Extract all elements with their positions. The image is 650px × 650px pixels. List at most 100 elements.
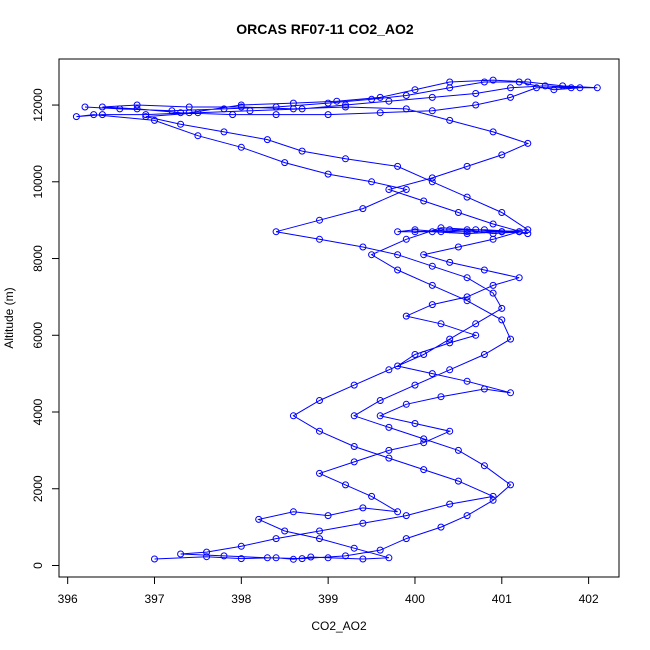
data-point bbox=[446, 226, 454, 234]
data-point bbox=[368, 251, 376, 259]
data-point bbox=[463, 293, 471, 301]
data-point bbox=[298, 105, 306, 113]
data-point bbox=[359, 504, 367, 512]
data-point bbox=[515, 274, 523, 282]
data-point bbox=[98, 103, 106, 111]
data-point bbox=[524, 78, 532, 86]
data-point bbox=[507, 335, 514, 343]
data-point bbox=[90, 111, 98, 119]
x-axis: 396 397 398 399 400 401 402 bbox=[58, 576, 599, 606]
data-point bbox=[463, 228, 471, 236]
data-point bbox=[263, 136, 271, 144]
data-point bbox=[489, 492, 497, 500]
y-tick-label: 4000 bbox=[31, 398, 45, 425]
data-point bbox=[316, 427, 323, 435]
data-point bbox=[324, 99, 332, 107]
data-point bbox=[472, 101, 480, 109]
data-point bbox=[454, 477, 462, 485]
data-point bbox=[446, 366, 454, 374]
data-point bbox=[350, 412, 358, 420]
data-point bbox=[272, 228, 280, 236]
data-point bbox=[515, 78, 523, 86]
data-point bbox=[480, 351, 488, 358]
data-point bbox=[194, 109, 202, 117]
data-point bbox=[550, 86, 558, 94]
data-point bbox=[420, 351, 428, 358]
data-point bbox=[359, 243, 367, 251]
data-point bbox=[98, 111, 106, 119]
data-point bbox=[385, 454, 393, 462]
x-tick-label: 402 bbox=[579, 592, 599, 606]
x-tick-label: 396 bbox=[58, 592, 78, 606]
data-point bbox=[463, 297, 471, 305]
data-point bbox=[446, 116, 454, 124]
data-point bbox=[263, 554, 271, 562]
data-point bbox=[420, 466, 428, 474]
data-point bbox=[298, 555, 306, 563]
data-point bbox=[472, 90, 480, 97]
data-point bbox=[515, 228, 523, 236]
data-point bbox=[220, 105, 228, 113]
data-point bbox=[454, 243, 462, 251]
data-point bbox=[316, 235, 323, 243]
data-point bbox=[350, 544, 358, 552]
data-point bbox=[446, 500, 454, 508]
data-point bbox=[411, 86, 419, 94]
data-point bbox=[376, 412, 384, 420]
data-point bbox=[463, 230, 471, 238]
data-point bbox=[489, 496, 497, 504]
data-point bbox=[446, 258, 454, 266]
data-point bbox=[480, 226, 488, 234]
data-point bbox=[385, 97, 393, 105]
data-point bbox=[402, 535, 410, 543]
data-point bbox=[593, 84, 601, 92]
data-point bbox=[177, 120, 185, 128]
data-point bbox=[316, 216, 323, 224]
data-point bbox=[411, 381, 419, 389]
data-point bbox=[220, 552, 228, 560]
y-tick-label: 2000 bbox=[31, 475, 45, 502]
data-point bbox=[428, 370, 436, 378]
data-point bbox=[394, 362, 402, 370]
data-point bbox=[385, 446, 393, 454]
data-point bbox=[463, 377, 471, 385]
data-point bbox=[368, 178, 376, 186]
data-point bbox=[394, 228, 402, 236]
data-point bbox=[428, 174, 436, 182]
data-point bbox=[411, 228, 419, 236]
data-point bbox=[177, 109, 185, 117]
data-point bbox=[446, 427, 454, 435]
data-point bbox=[420, 439, 428, 447]
data-point bbox=[394, 508, 402, 516]
data-point bbox=[272, 535, 280, 543]
data-point bbox=[237, 143, 245, 151]
data-point bbox=[289, 99, 297, 107]
x-tick-label: 401 bbox=[492, 592, 512, 606]
data-point bbox=[376, 93, 384, 101]
data-point bbox=[342, 101, 349, 109]
data-point bbox=[428, 93, 436, 101]
data-point bbox=[428, 107, 436, 115]
data-point bbox=[498, 209, 506, 216]
data-point bbox=[507, 481, 514, 489]
data-point bbox=[394, 251, 402, 259]
y-tick-label: 6000 bbox=[31, 322, 45, 349]
data-point bbox=[402, 235, 410, 243]
data-point bbox=[402, 186, 410, 193]
chart-title: ORCAS RF07-11 CO2_AO2 bbox=[236, 21, 414, 37]
data-point bbox=[350, 443, 358, 450]
data-point bbox=[541, 82, 549, 90]
data-point bbox=[428, 301, 436, 309]
data-point bbox=[489, 220, 497, 228]
data-point bbox=[237, 555, 245, 563]
data-point bbox=[324, 170, 332, 178]
data-point bbox=[507, 93, 514, 101]
data-point bbox=[316, 535, 323, 543]
data-point bbox=[420, 251, 428, 259]
data-point bbox=[385, 423, 393, 431]
data-point bbox=[420, 435, 428, 443]
data-point bbox=[289, 508, 297, 516]
data-point bbox=[446, 339, 454, 347]
data-point bbox=[437, 224, 445, 232]
